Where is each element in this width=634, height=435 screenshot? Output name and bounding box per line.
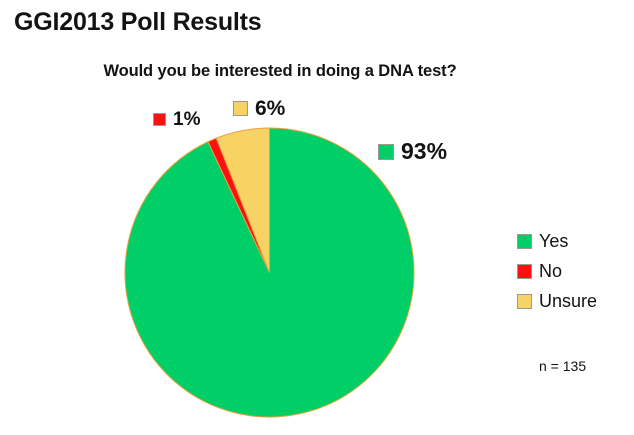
legend-swatch-no <box>517 263 532 279</box>
data-label-no: 1% <box>153 110 200 129</box>
legend-label-unsure: Unsure <box>539 291 598 311</box>
legend-label-yes: Yes <box>539 231 569 251</box>
legend-label-no: No <box>539 261 563 281</box>
pie-chart <box>124 127 415 418</box>
data-label-yes: 93% <box>378 140 447 163</box>
chart-title: Would you be interested in doing a DNA t… <box>103 62 457 80</box>
page-title: GGI2013 Poll Results <box>14 8 262 36</box>
legend-item-yes: Yes <box>517 226 597 256</box>
data-label-swatch-unsure <box>233 101 248 116</box>
sample-size-note: n = 135 <box>539 358 587 374</box>
data-label-value-yes: 93% <box>401 138 448 164</box>
data-label-value-no: 1% <box>173 109 201 130</box>
data-label-swatch-no <box>153 113 166 126</box>
data-label-value-unsure: 6% <box>255 97 286 120</box>
pie-chart-svg <box>124 127 415 418</box>
pie-slice-unsure <box>215 127 270 273</box>
legend-item-unsure: Unsure <box>517 286 597 316</box>
chart-legend: Yes No Unsure <box>517 226 597 316</box>
data-label-swatch-yes <box>378 143 394 160</box>
data-label-unsure: 6% <box>233 98 285 119</box>
legend-swatch-yes <box>517 233 532 249</box>
legend-swatch-unsure <box>517 293 532 309</box>
legend-item-no: No <box>517 256 597 286</box>
